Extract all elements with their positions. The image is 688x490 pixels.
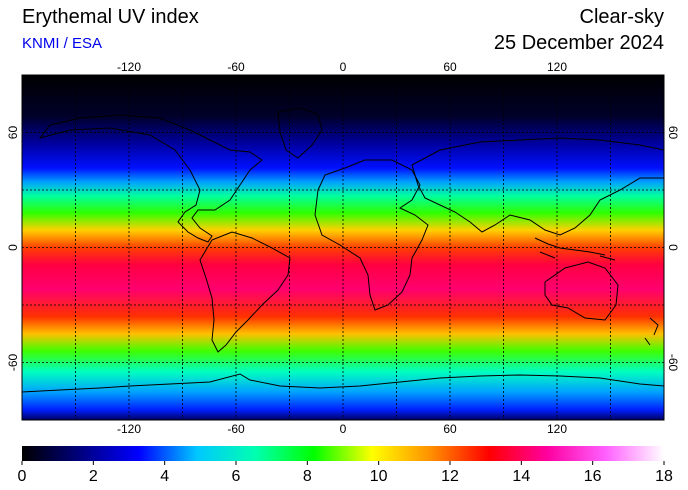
greenland-outline xyxy=(277,107,323,159)
lat-tick-label: 0 xyxy=(666,244,680,251)
colorbar-tick-label: 12 xyxy=(441,468,459,485)
lon-tick-label: 60 xyxy=(443,60,457,74)
colorbar-tick-label: 14 xyxy=(512,468,530,485)
colorbar xyxy=(22,446,664,461)
lon-tick-label: -120 xyxy=(117,60,141,74)
date-label: 25 December 2024 xyxy=(493,32,664,54)
asia-outline xyxy=(411,137,664,236)
sky-condition-label: Clear-sky xyxy=(579,6,664,28)
lat-tick-label: -60 xyxy=(666,354,680,372)
lon-tick-label: 60 xyxy=(443,422,457,436)
colorbar-tick-label: 4 xyxy=(160,468,169,485)
lon-tick-label: 0 xyxy=(340,422,347,436)
lat-labels-right: 60 0 -60 xyxy=(666,126,680,372)
lat-tick-label: 60 xyxy=(6,126,20,140)
colorbar-tick-label: 18 xyxy=(655,468,673,485)
colorbar-ticks: 0 2 4 6 8 10 12 14 16 18 xyxy=(18,461,673,485)
lon-labels-bottom: -120 -60 0 60 120 xyxy=(117,422,567,436)
lat-tick-label: 60 xyxy=(666,126,680,140)
colorbar-tick-label: 10 xyxy=(370,468,388,485)
new-zealand-outline xyxy=(644,317,659,346)
colorbar-tick-label: 8 xyxy=(303,468,312,485)
lon-tick-label: 120 xyxy=(547,60,567,74)
map-title: Erythemal UV index xyxy=(22,6,199,28)
continent-outlines xyxy=(22,107,664,420)
lon-tick-label: -60 xyxy=(227,60,245,74)
colorbar-tick-label: 0 xyxy=(18,468,27,485)
graticule xyxy=(22,75,664,420)
credit-label: KNMI / ESA xyxy=(22,35,103,52)
antarctica-outline xyxy=(22,373,664,420)
lon-tick-label: 120 xyxy=(547,422,567,436)
north-america-outline xyxy=(38,114,263,243)
lat-labels-left: 60 0 -60 xyxy=(6,126,20,372)
lon-tick-label: -60 xyxy=(227,422,245,436)
map-frame xyxy=(21,74,665,421)
maritime-islands-outline xyxy=(534,237,616,261)
lon-labels-top: -120 -60 0 60 120 xyxy=(117,60,567,74)
colorbar-tick-label: 6 xyxy=(232,468,241,485)
lat-tick-label: 0 xyxy=(6,244,20,251)
lat-tick-label: -60 xyxy=(6,354,20,372)
lon-tick-label: 0 xyxy=(340,60,347,74)
europe-africa-outline xyxy=(314,159,429,311)
lon-tick-label: -120 xyxy=(117,422,141,436)
colorbar-tick-label: 2 xyxy=(89,468,98,485)
south-america-outline xyxy=(199,231,291,353)
colorbar-tick-label: 16 xyxy=(584,468,602,485)
